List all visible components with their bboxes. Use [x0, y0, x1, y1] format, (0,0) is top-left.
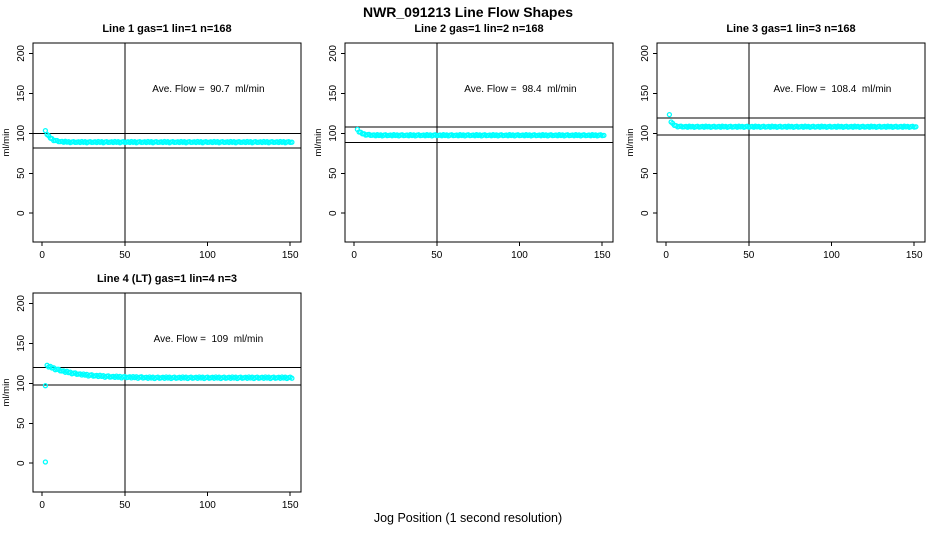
x-tick-label: 50	[119, 500, 131, 511]
data-points	[354, 126, 607, 139]
y-tick-label: 100	[16, 125, 27, 142]
y-tick-label: 50	[16, 417, 27, 429]
subplot-line-3: Line 3 gas=1 lin=3 n=168 0 50 100 150 0 50 100 1…	[625, 23, 926, 261]
y-tick-label: 200	[16, 295, 27, 312]
subplot-title: Line 3 gas=1 lin=3 n=168	[726, 23, 855, 35]
x-tick-label: 100	[823, 250, 840, 261]
x-tick-label: 100	[199, 250, 216, 261]
figure-title: NWR_091213 Line Flow Shapes	[362, 4, 574, 20]
plot-box	[656, 42, 926, 243]
y-tick-label: 0	[328, 210, 339, 216]
data-points	[666, 111, 919, 130]
x-tick-label: 0	[663, 250, 669, 261]
subplot-title: Line 4 (LT) gas=1 lin=4 n=3	[97, 273, 237, 285]
y-tick-label: 100	[16, 375, 27, 392]
y-tick-label: 150	[16, 335, 27, 352]
y-tick-label: 150	[328, 85, 339, 102]
y-axis-label: ml/min	[1, 129, 12, 157]
x-tick-label: 150	[594, 250, 611, 261]
data-points	[42, 362, 295, 465]
x-tick-label: 0	[39, 250, 45, 261]
plot-box	[32, 42, 302, 243]
y-axis-label: ml/min	[1, 379, 12, 407]
y-tick-label: 200	[16, 45, 27, 62]
y-tick-label: 200	[328, 45, 339, 62]
subplot-title: Line 1 gas=1 lin=1 n=168	[102, 23, 231, 35]
y-axis-label: ml/min	[313, 129, 324, 157]
y-tick-label: 50	[640, 167, 651, 179]
subplot-line-4: Line 4 (LT) gas=1 lin=4 n=3 0 50 100 150 0 50 1…	[1, 273, 302, 511]
subplot-line-2: Line 2 gas=1 lin=2 n=168 0 50 100 150 0 50 100 1…	[313, 23, 614, 261]
x-tick-label: 50	[743, 250, 755, 261]
y-tick-label: 50	[328, 167, 339, 179]
y-tick-label: 100	[328, 125, 339, 142]
y-tick-label: 0	[16, 460, 27, 466]
average-flow-annotation: Ave. Flow = 109 ml/min	[154, 334, 264, 345]
x-tick-label: 150	[906, 250, 923, 261]
y-tick-label: 0	[16, 210, 27, 216]
x-tick-label: 100	[199, 500, 216, 511]
data-points	[42, 127, 295, 146]
x-tick-label: 50	[119, 250, 131, 261]
y-tick-label: 50	[16, 167, 27, 179]
y-axis-label: ml/min	[625, 129, 636, 157]
y-tick-label: 200	[640, 45, 651, 62]
outlier-point	[42, 459, 49, 465]
average-flow-annotation: Ave. Flow = 90.7 ml/min	[152, 84, 264, 95]
outlier-point	[42, 383, 49, 389]
average-flow-annotation: Ave. Flow = 108.4 ml/min	[773, 84, 891, 95]
subplot-title: Line 2 gas=1 lin=2 n=168	[414, 23, 543, 35]
x-axis-label: Jog Position (1 second resolution)	[373, 511, 563, 525]
y-tick-label: 150	[16, 85, 27, 102]
x-tick-label: 0	[351, 250, 357, 261]
subplot-line-1: Line 1 gas=1 lin=1 n=168 0 50 100 150 0 50 100 1…	[1, 23, 302, 261]
y-tick-label: 0	[640, 210, 651, 216]
x-tick-label: 150	[282, 500, 299, 511]
x-tick-label: 0	[39, 500, 45, 511]
plot-box	[32, 292, 302, 493]
average-flow-annotation: Ave. Flow = 98.4 ml/min	[464, 84, 576, 95]
y-tick-label: 100	[640, 125, 651, 142]
x-tick-label: 100	[511, 250, 528, 261]
y-tick-label: 150	[640, 85, 651, 102]
x-tick-label: 50	[431, 250, 443, 261]
x-tick-label: 150	[282, 250, 299, 261]
